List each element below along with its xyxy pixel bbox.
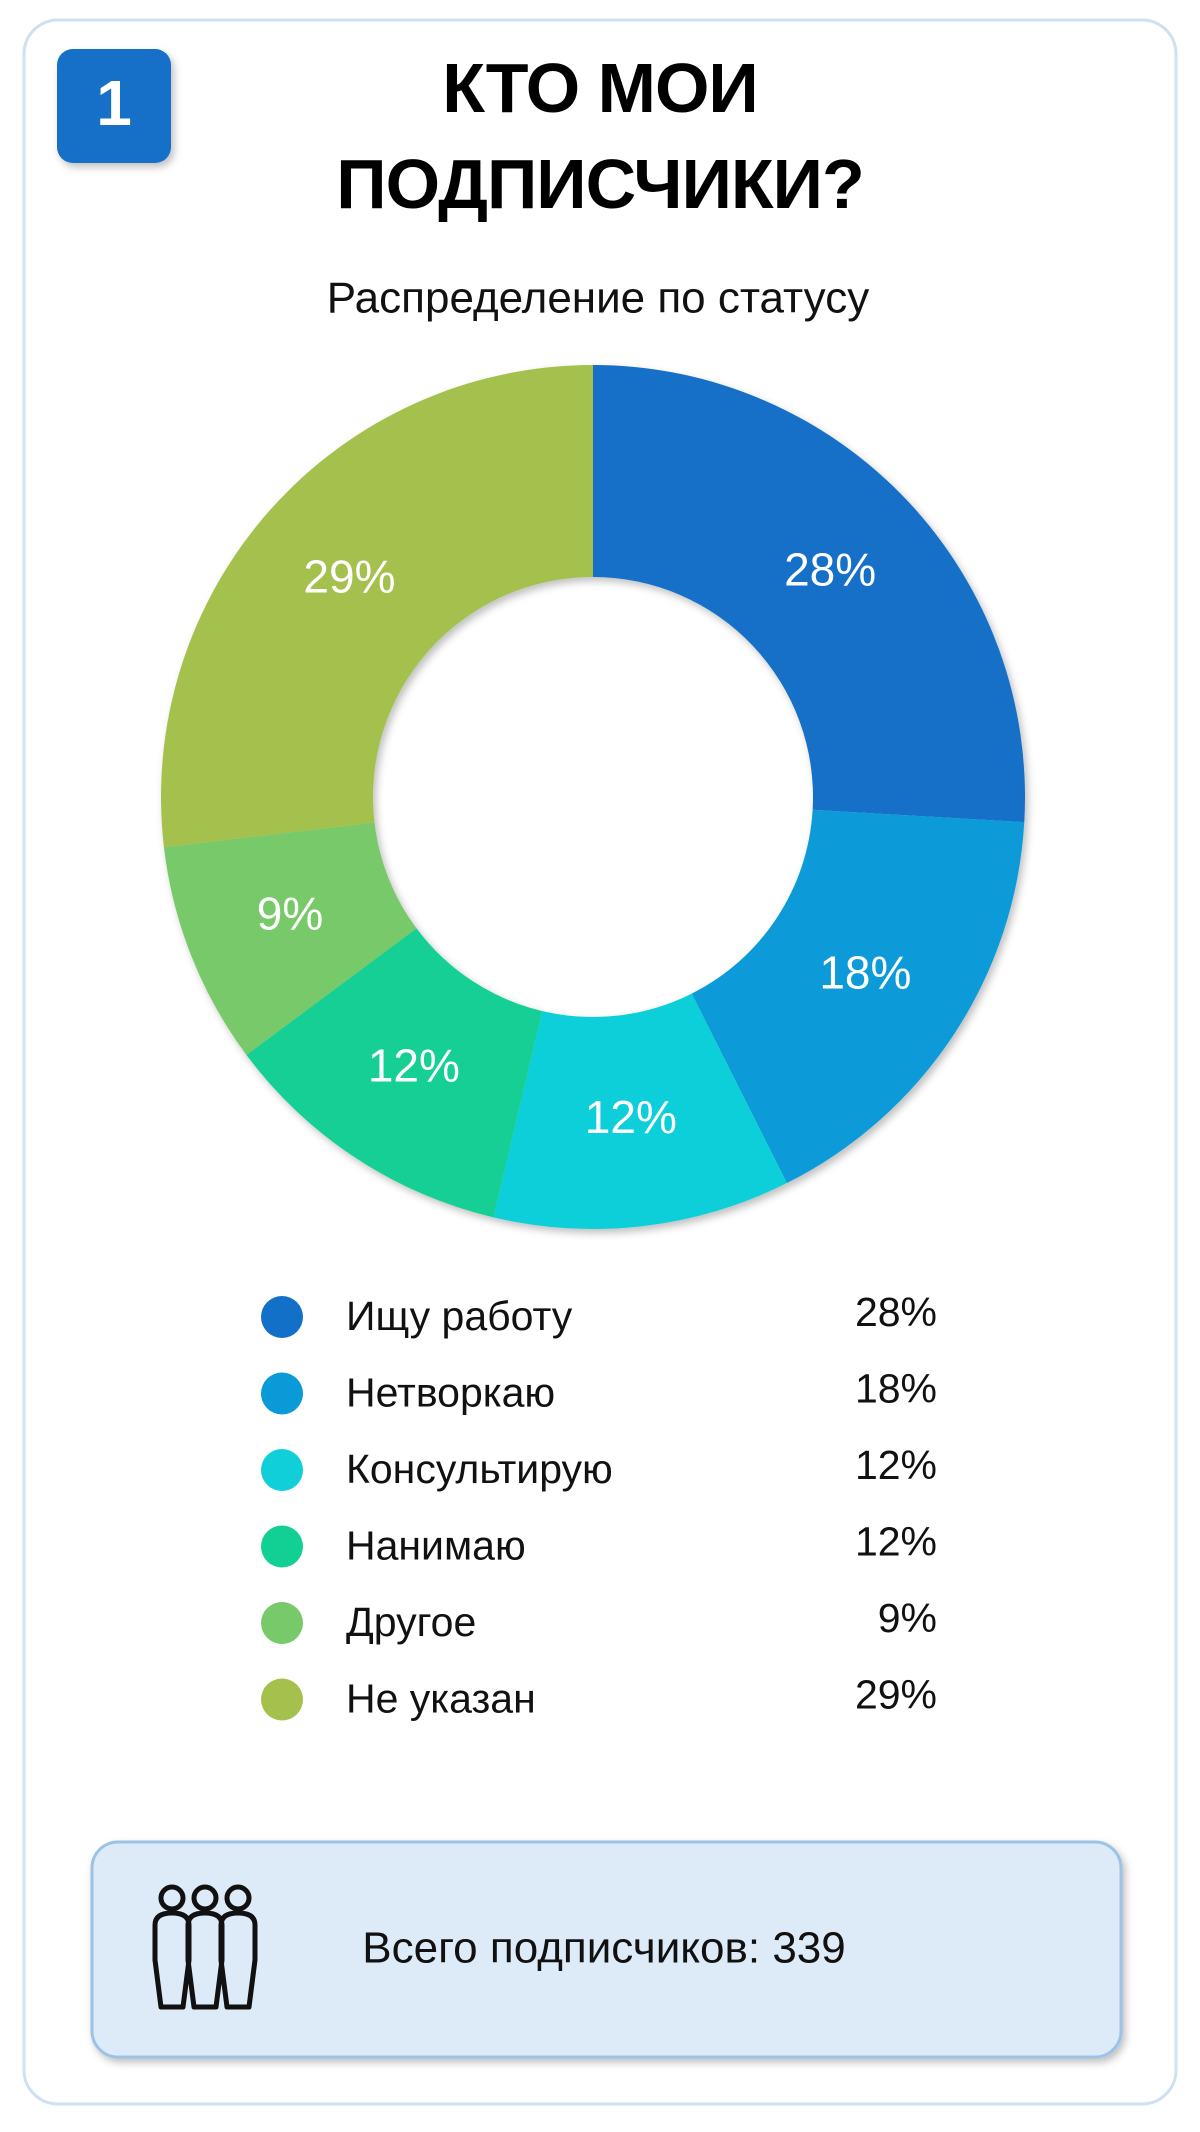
slice-label: 12% bbox=[368, 1040, 460, 1092]
slice bbox=[593, 365, 1026, 823]
legend-label: Ищу работу bbox=[346, 1293, 573, 1339]
legend-label: Не указан bbox=[346, 1675, 536, 1721]
slice-label: 29% bbox=[303, 550, 395, 602]
slice bbox=[163, 822, 417, 1055]
legend-marker bbox=[261, 1678, 303, 1721]
badge-number: 1 bbox=[96, 67, 132, 139]
slice bbox=[493, 993, 787, 1229]
slice bbox=[161, 364, 593, 848]
footer-box bbox=[90, 1840, 1123, 2059]
legend-value: 9% bbox=[878, 1595, 937, 1641]
donut bbox=[161, 364, 1026, 1229]
footer-text: Всего подписчиков: 339 bbox=[362, 1924, 845, 1973]
legend: Ищу работу 28% Нетворкаю 18% Консультирую 12%… bbox=[261, 1289, 937, 1721]
slice-label: 28% bbox=[784, 543, 876, 595]
legend-value: 12% bbox=[855, 1442, 937, 1488]
people-icon bbox=[152, 1884, 258, 2010]
legend-marker bbox=[261, 1602, 303, 1644]
legend-marker bbox=[261, 1525, 303, 1568]
legend-label: Другое bbox=[346, 1599, 476, 1645]
legend-label: Нанимаю bbox=[346, 1522, 526, 1568]
legend-marker bbox=[261, 1372, 303, 1415]
legend-label: Нетворкаю bbox=[346, 1369, 555, 1415]
legend-value: 18% bbox=[855, 1365, 937, 1411]
slice-label: 9% bbox=[257, 888, 323, 940]
legend-value: 12% bbox=[855, 1518, 937, 1564]
chart-subtitle: Распределение по статусу bbox=[327, 274, 869, 323]
legend-value: 29% bbox=[855, 1671, 937, 1717]
legend-marker bbox=[261, 1296, 303, 1338]
slice bbox=[691, 809, 1025, 1184]
legend-value: 28% bbox=[855, 1289, 937, 1335]
legend-marker bbox=[261, 1449, 303, 1491]
slice-label: 18% bbox=[819, 946, 911, 998]
slice-label: 12% bbox=[585, 1091, 677, 1143]
slice-labels: 28% 18% 12% 12% 9% 29% bbox=[257, 543, 912, 1143]
badge bbox=[57, 49, 171, 163]
chart-title: КТО МОИ ПОДПИСЧИКИ? bbox=[336, 49, 864, 223]
slice bbox=[246, 928, 543, 1218]
legend-label: Консультирую bbox=[346, 1446, 613, 1492]
